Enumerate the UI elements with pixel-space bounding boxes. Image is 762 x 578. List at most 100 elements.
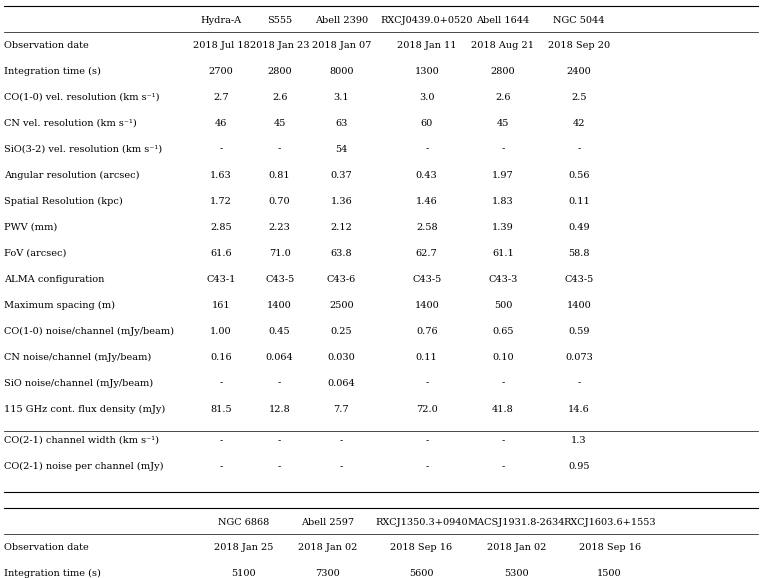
Text: Hydra-A: Hydra-A xyxy=(200,16,242,25)
Text: 0.65: 0.65 xyxy=(492,327,514,335)
Text: Spatial Resolution (kpc): Spatial Resolution (kpc) xyxy=(4,197,123,206)
Text: -: - xyxy=(501,462,504,470)
Text: 1.00: 1.00 xyxy=(210,327,232,335)
Text: 63: 63 xyxy=(335,118,347,128)
Text: -: - xyxy=(278,436,281,444)
Text: -: - xyxy=(425,436,428,444)
Text: -: - xyxy=(278,462,281,470)
Text: 2018 Jan 07: 2018 Jan 07 xyxy=(312,40,371,50)
Text: RXCJ0439.0+0520: RXCJ0439.0+0520 xyxy=(380,16,473,25)
Text: CO(1-0) vel. resolution (km s⁻¹): CO(1-0) vel. resolution (km s⁻¹) xyxy=(4,92,159,102)
Text: CN noise/channel (mJy/beam): CN noise/channel (mJy/beam) xyxy=(4,353,151,362)
Text: 1.46: 1.46 xyxy=(416,197,437,206)
Text: 0.95: 0.95 xyxy=(568,462,590,470)
Text: Abell 2390: Abell 2390 xyxy=(315,16,368,25)
Text: -: - xyxy=(578,144,581,154)
Text: 2018 Jan 11: 2018 Jan 11 xyxy=(397,40,456,50)
Text: 1.63: 1.63 xyxy=(210,171,232,180)
Text: MACSJ1931.8-2634: MACSJ1931.8-2634 xyxy=(468,518,565,527)
Text: 0.25: 0.25 xyxy=(331,327,352,335)
Text: 2400: 2400 xyxy=(567,66,591,76)
Text: 2800: 2800 xyxy=(491,66,515,76)
Text: Abell 2597: Abell 2597 xyxy=(301,518,354,527)
Text: CO(1-0) noise/channel (mJy/beam): CO(1-0) noise/channel (mJy/beam) xyxy=(4,327,174,336)
Text: 14.6: 14.6 xyxy=(568,405,590,413)
Text: C43-5: C43-5 xyxy=(265,275,294,283)
Text: 1.36: 1.36 xyxy=(331,197,352,206)
Text: -: - xyxy=(501,144,504,154)
Text: -: - xyxy=(425,462,428,470)
Text: 2800: 2800 xyxy=(267,66,292,76)
Text: -: - xyxy=(278,379,281,387)
Text: 62.7: 62.7 xyxy=(416,249,437,258)
Text: 58.8: 58.8 xyxy=(568,249,590,258)
Text: Integration time (s): Integration time (s) xyxy=(4,66,101,76)
Text: 3.0: 3.0 xyxy=(419,92,434,102)
Text: RXCJ1350.3+0940: RXCJ1350.3+0940 xyxy=(375,518,468,527)
Text: 0.073: 0.073 xyxy=(565,353,593,361)
Text: 2.58: 2.58 xyxy=(416,223,437,232)
Text: 46: 46 xyxy=(215,118,227,128)
Text: 0.11: 0.11 xyxy=(568,197,590,206)
Text: 41.8: 41.8 xyxy=(492,405,514,413)
Text: C43-6: C43-6 xyxy=(327,275,356,283)
Text: 1.83: 1.83 xyxy=(492,197,514,206)
Text: 60: 60 xyxy=(421,118,433,128)
Text: -: - xyxy=(501,436,504,444)
Text: 1400: 1400 xyxy=(415,301,439,309)
Text: 161: 161 xyxy=(212,301,230,309)
Text: 2.6: 2.6 xyxy=(272,92,287,102)
Text: 2018 Jan 25: 2018 Jan 25 xyxy=(214,543,274,551)
Text: 2.5: 2.5 xyxy=(572,92,587,102)
Text: 1.39: 1.39 xyxy=(492,223,514,232)
Text: Integration time (s): Integration time (s) xyxy=(4,569,101,578)
Text: -: - xyxy=(501,379,504,387)
Text: 2.85: 2.85 xyxy=(210,223,232,232)
Text: -: - xyxy=(219,462,223,470)
Text: 2018 Jan 02: 2018 Jan 02 xyxy=(487,543,546,551)
Text: -: - xyxy=(425,379,428,387)
Text: S555: S555 xyxy=(267,16,292,25)
Text: C43-3: C43-3 xyxy=(488,275,517,283)
Text: 7.7: 7.7 xyxy=(334,405,349,413)
Text: 2.7: 2.7 xyxy=(213,92,229,102)
Text: 1.3: 1.3 xyxy=(572,436,587,444)
Text: Angular resolution (arcsec): Angular resolution (arcsec) xyxy=(4,171,139,180)
Text: 0.81: 0.81 xyxy=(269,171,290,180)
Text: 2.12: 2.12 xyxy=(331,223,352,232)
Text: 0.16: 0.16 xyxy=(210,353,232,361)
Text: -: - xyxy=(425,144,428,154)
Text: -: - xyxy=(340,436,343,444)
Text: 0.11: 0.11 xyxy=(416,353,437,361)
Text: 54: 54 xyxy=(335,144,347,154)
Text: -: - xyxy=(340,462,343,470)
Text: 72.0: 72.0 xyxy=(416,405,437,413)
Text: 2700: 2700 xyxy=(209,66,233,76)
Text: 0.49: 0.49 xyxy=(568,223,590,232)
Text: NGC 5044: NGC 5044 xyxy=(553,16,605,25)
Text: 81.5: 81.5 xyxy=(210,405,232,413)
Text: 0.37: 0.37 xyxy=(331,171,352,180)
Text: 1300: 1300 xyxy=(415,66,439,76)
Text: 0.70: 0.70 xyxy=(269,197,290,206)
Text: -: - xyxy=(219,144,223,154)
Text: 0.43: 0.43 xyxy=(416,171,437,180)
Text: 5600: 5600 xyxy=(409,569,434,577)
Text: CO(2-1) channel width (km s⁻¹): CO(2-1) channel width (km s⁻¹) xyxy=(4,436,158,444)
Text: 2018 Sep 16: 2018 Sep 16 xyxy=(390,543,453,551)
Text: -: - xyxy=(219,436,223,444)
Text: 5300: 5300 xyxy=(504,569,529,577)
Text: CO(2-1) noise per channel (mJy): CO(2-1) noise per channel (mJy) xyxy=(4,462,163,470)
Text: 1400: 1400 xyxy=(267,301,292,309)
Text: 8000: 8000 xyxy=(329,66,354,76)
Text: 45: 45 xyxy=(497,118,509,128)
Text: 7300: 7300 xyxy=(315,569,340,577)
Text: 2018 Aug 21: 2018 Aug 21 xyxy=(472,40,534,50)
Text: 0.064: 0.064 xyxy=(266,353,293,361)
Text: ALMA configuration: ALMA configuration xyxy=(4,275,104,283)
Text: 0.76: 0.76 xyxy=(416,327,437,335)
Text: 61.1: 61.1 xyxy=(492,249,514,258)
Text: 2.23: 2.23 xyxy=(269,223,290,232)
Text: Maximum spacing (m): Maximum spacing (m) xyxy=(4,301,115,310)
Text: 1.97: 1.97 xyxy=(492,171,514,180)
